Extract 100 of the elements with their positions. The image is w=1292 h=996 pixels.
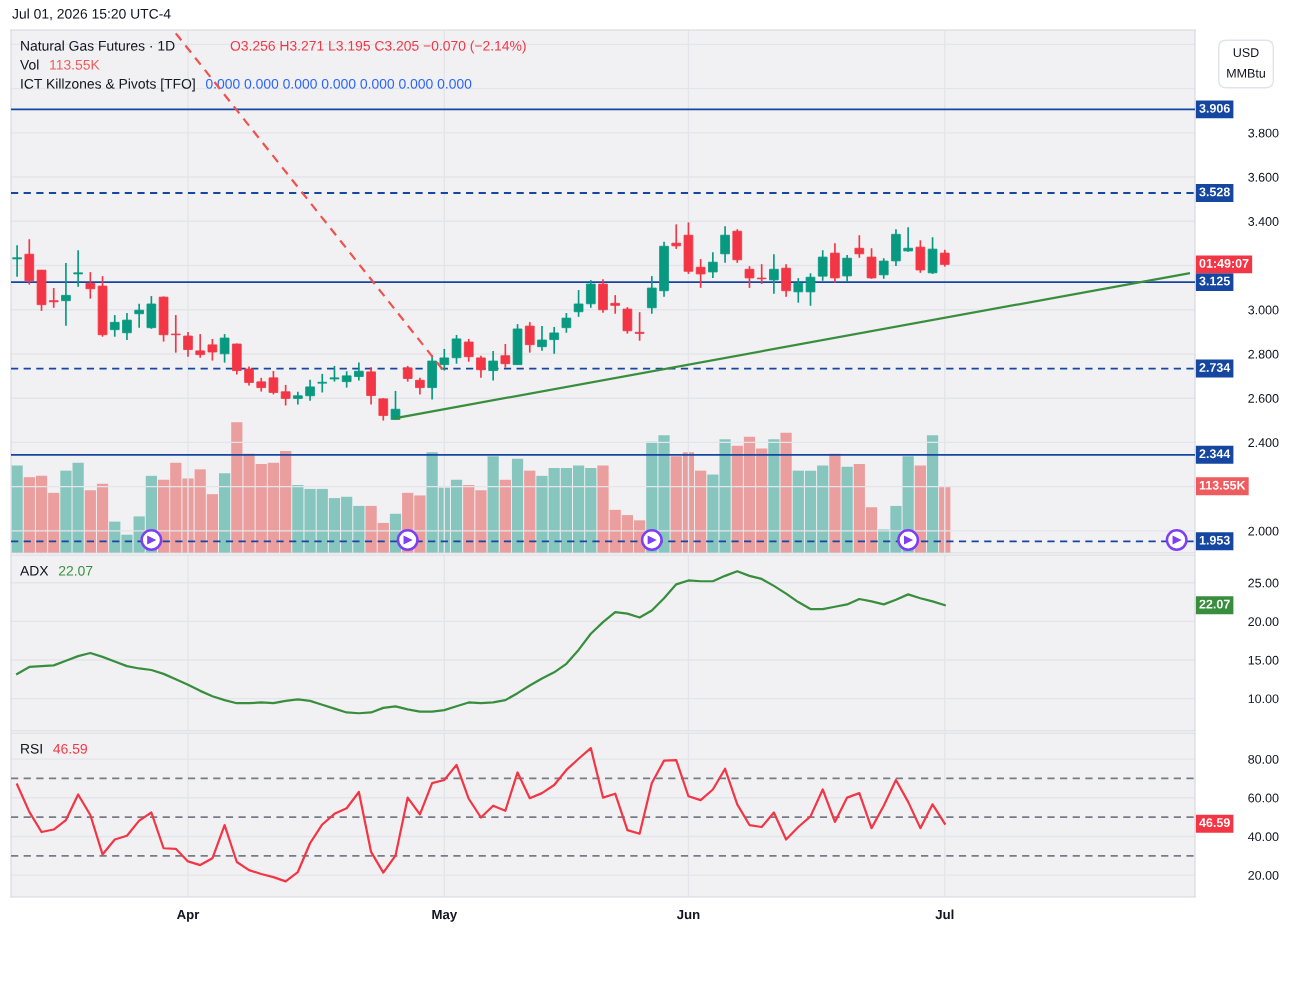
candlestick xyxy=(244,365,254,387)
candlestick xyxy=(207,338,218,362)
bar xyxy=(926,435,939,553)
bar xyxy=(487,456,499,553)
candlestick xyxy=(122,312,132,341)
y-tick-label: 40.00 xyxy=(1248,832,1279,842)
bar xyxy=(499,479,511,553)
candlestick xyxy=(769,253,779,295)
bar xyxy=(841,466,853,553)
candlestick xyxy=(268,370,279,396)
y-tick-label: 25.00 xyxy=(1248,578,1279,588)
candlestick xyxy=(170,314,181,354)
candlestick xyxy=(500,343,511,369)
annotation: 113.55K xyxy=(50,59,100,70)
candlestick xyxy=(12,244,22,278)
candlestick xyxy=(708,251,718,279)
candlestick xyxy=(915,239,926,274)
candlestick xyxy=(61,262,71,327)
candlestick xyxy=(842,254,852,283)
text: 01:49:07 xyxy=(1199,258,1249,268)
candlestick xyxy=(854,234,865,259)
text: RSI xyxy=(21,743,42,754)
candlestick xyxy=(109,314,120,338)
y-tick-label: 2.000 xyxy=(1248,526,1279,536)
candlestick xyxy=(878,257,889,280)
y-tick-label: 2.400 xyxy=(1248,438,1279,448)
candlestick xyxy=(549,326,559,355)
annotation: 46.59 xyxy=(53,743,87,754)
candlestick xyxy=(866,247,877,280)
candlestick xyxy=(366,366,376,406)
x-tick-label: May xyxy=(432,909,458,922)
bar xyxy=(768,439,780,553)
y-tick-label: 20.00 xyxy=(1248,617,1279,627)
y-tick-label: 60.00 xyxy=(1248,793,1279,803)
y-tick-label: 3.400 xyxy=(1248,217,1279,226)
candlestick xyxy=(561,312,572,334)
text: 46.59 xyxy=(1199,818,1230,828)
candlestick xyxy=(451,334,462,365)
annotation: O3.256 H3.271 L3.195 C3.205 −0.070 (−2.14%) xyxy=(230,40,526,54)
bar xyxy=(511,458,524,553)
ref-line-label: 3.125 xyxy=(1199,276,1230,286)
candlestick xyxy=(622,306,633,335)
candlestick xyxy=(537,325,547,352)
annotation: 0.000 0.000 0.000 0.000 0.000 0.000 0.000 xyxy=(205,78,472,89)
candlestick xyxy=(671,223,682,250)
candlestick xyxy=(903,226,913,253)
candlestick xyxy=(573,289,584,318)
candlestick xyxy=(695,258,706,289)
candlestick xyxy=(744,265,755,289)
chart-title: Vol xyxy=(20,59,39,70)
ref-line-label: 3.906 xyxy=(1199,103,1230,113)
candlestick xyxy=(634,311,645,342)
candlestick xyxy=(305,379,315,402)
candlestick xyxy=(488,350,498,382)
bar xyxy=(829,453,841,553)
candlestick xyxy=(585,279,596,309)
candlestick xyxy=(378,397,389,422)
candlestick xyxy=(720,225,730,264)
text: Natural Gas Futures · 1D xyxy=(21,40,175,51)
candlestick xyxy=(85,271,96,300)
candlestick xyxy=(280,384,291,407)
y-tick-label: 10.00 xyxy=(1248,694,1279,704)
ref-line-label: 2.344 xyxy=(1199,449,1231,459)
candlestick xyxy=(73,249,83,288)
y-tick-label: 2.800 xyxy=(1248,349,1279,359)
x-tick-label: Jun xyxy=(676,909,700,920)
y-axis-title: USD MMBtu xyxy=(1227,48,1265,78)
candlestick xyxy=(524,321,535,354)
y-tick-label: 2.600 xyxy=(1248,394,1279,403)
ref-line-label: 1.953 xyxy=(1199,535,1230,545)
candlestick xyxy=(134,302,144,329)
x-tick-label: Jul xyxy=(935,909,954,920)
ref-line-label: 2.734 xyxy=(1199,363,1231,372)
candlestick xyxy=(48,287,59,309)
candlestick xyxy=(817,249,828,282)
bar xyxy=(218,473,231,553)
bar xyxy=(780,432,792,553)
ref-line-label: 3.528 xyxy=(1199,187,1230,197)
line-series xyxy=(15,746,946,883)
candlestick xyxy=(354,361,364,382)
bar xyxy=(524,470,536,553)
candlestick xyxy=(195,333,206,359)
text: 22.07 xyxy=(1199,599,1230,609)
candlestick xyxy=(219,333,230,364)
x-tick-label: Apr xyxy=(176,909,200,922)
candlestick xyxy=(927,236,938,275)
candlestick xyxy=(610,294,621,315)
candlestick xyxy=(317,373,328,394)
annotation: ICT Killzones & Pivots [TFO] xyxy=(21,78,195,92)
candlestick xyxy=(781,263,791,298)
text: 113.55K xyxy=(1199,480,1246,490)
candlestick xyxy=(463,338,474,363)
candlestick xyxy=(647,275,657,315)
y-tick-label: 3.800 xyxy=(1248,128,1279,138)
candlestick xyxy=(793,277,804,304)
text: Jul 01, 2026 15:20 UTC-4 xyxy=(12,8,171,21)
candlestick xyxy=(439,348,450,372)
y-tick-label: 20.00 xyxy=(1248,870,1279,880)
y-tick-label: 15.00 xyxy=(1248,655,1279,665)
candlestick xyxy=(756,263,767,285)
